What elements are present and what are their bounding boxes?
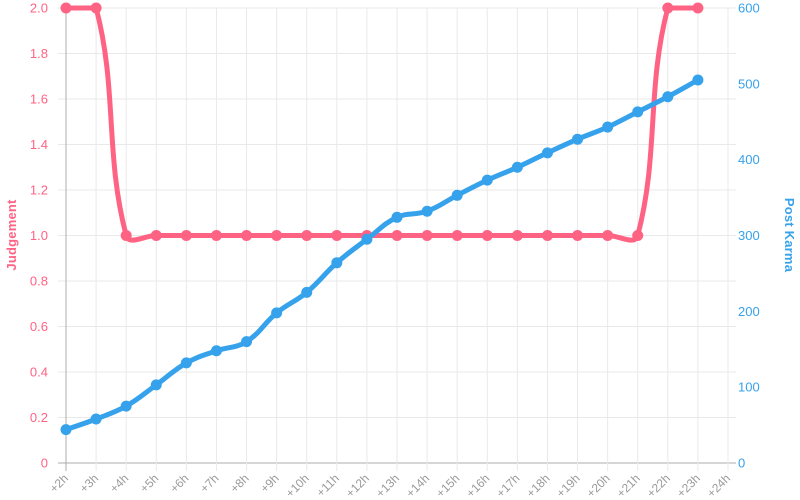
x-tick-label: +22h xyxy=(644,471,673,500)
post-karma-point[interactable] xyxy=(210,345,222,357)
post-karma-series xyxy=(60,74,704,436)
post-karma-point[interactable] xyxy=(602,121,614,133)
post-karma-point[interactable] xyxy=(361,233,373,245)
x-tick-label: +17h xyxy=(493,471,522,500)
post-karma-point[interactable] xyxy=(541,147,553,159)
x-tick-label: +11h xyxy=(314,471,342,499)
x-tick-label: +7h xyxy=(197,471,221,495)
post-karma-point[interactable] xyxy=(90,413,102,425)
post-karma-point[interactable] xyxy=(301,286,313,298)
left-tick-label: 1.0 xyxy=(30,228,48,243)
judgement-point[interactable] xyxy=(481,230,493,241)
x-tick-label: +3h xyxy=(77,471,101,495)
judgement-point[interactable] xyxy=(511,230,523,241)
right-tick-label: 500 xyxy=(738,76,760,91)
right-tick-label: 200 xyxy=(738,304,760,319)
x-tick-label: +19h xyxy=(554,471,583,500)
judgement-point[interactable] xyxy=(301,230,313,241)
x-tick-label: +13h xyxy=(373,471,402,500)
post-karma-point[interactable] xyxy=(241,336,253,348)
series-layer xyxy=(60,2,704,436)
x-tick-label: +12h xyxy=(343,471,372,500)
x-tick-label: +8h xyxy=(227,471,251,495)
judgement-point[interactable] xyxy=(331,230,343,241)
x-tick-label: +24h xyxy=(704,471,733,500)
x-tick-label: +20h xyxy=(584,471,613,500)
judgement-point[interactable] xyxy=(210,230,222,241)
judgement-series xyxy=(60,2,704,243)
judgement-point[interactable] xyxy=(60,2,72,14)
left-tick-label: 0 xyxy=(41,456,48,471)
x-tick-label: +21h xyxy=(614,471,643,500)
x-tick-label: +15h xyxy=(433,471,462,500)
x-tick-label: +18h xyxy=(524,471,553,500)
left-tick-label: 1.4 xyxy=(30,137,48,152)
judgement-point[interactable] xyxy=(180,230,192,241)
post-karma-point[interactable] xyxy=(481,174,493,186)
post-karma-point[interactable] xyxy=(511,161,523,173)
judgement-point[interactable] xyxy=(662,2,674,14)
post-karma-point[interactable] xyxy=(391,211,403,223)
x-tick-label: +2h xyxy=(47,471,71,495)
judgement-point[interactable] xyxy=(421,230,433,241)
x-tick-label: +10h xyxy=(283,471,312,500)
right-axis-title: Post Karma xyxy=(782,198,797,273)
post-karma-point[interactable] xyxy=(150,379,162,391)
post-karma-point[interactable] xyxy=(120,400,132,412)
right-tick-label: 400 xyxy=(738,152,760,167)
left-tick-label: 1.2 xyxy=(30,183,48,198)
judgement-point[interactable] xyxy=(572,230,584,241)
post-karma-point[interactable] xyxy=(662,91,674,103)
right-tick-label: 100 xyxy=(738,380,760,395)
axis-tick-labels: 2.01.81.61.41.21.00.80.60.40.20+2h +3h +4h… xyxy=(30,1,760,500)
post-karma-point[interactable] xyxy=(692,74,704,86)
right-tick-label: 300 xyxy=(738,228,760,243)
judgement-point[interactable] xyxy=(90,2,102,14)
post-karma-point[interactable] xyxy=(632,106,644,118)
post-karma-point[interactable] xyxy=(451,189,463,201)
judgement-point[interactable] xyxy=(150,230,162,241)
right-tick-label: 0 xyxy=(738,456,745,471)
post-karma-line xyxy=(63,77,701,433)
left-tick-label: 1.6 xyxy=(30,92,48,107)
judgement-point[interactable] xyxy=(451,230,463,241)
judgement-point[interactable] xyxy=(602,230,614,241)
x-tick-label: +9h xyxy=(257,471,281,495)
judgement-point[interactable] xyxy=(271,230,283,241)
left-tick-label: 2.0 xyxy=(30,1,48,16)
x-tick-label: +23h xyxy=(674,471,703,500)
x-tick-label: +4h xyxy=(107,471,131,495)
left-tick-label: 0.8 xyxy=(30,274,48,289)
post-karma-point[interactable] xyxy=(572,133,584,145)
post-karma-point[interactable] xyxy=(180,357,192,369)
left-tick-label: 0.6 xyxy=(30,319,48,334)
left-axis-title: Judgement xyxy=(4,199,19,271)
judgement-point[interactable] xyxy=(391,230,403,241)
x-tick-label: +14h xyxy=(403,471,432,500)
left-tick-label: 0.2 xyxy=(30,410,48,425)
post-karma-point[interactable] xyxy=(60,424,72,436)
x-tick-label: +6h xyxy=(167,471,191,495)
judgement-point[interactable] xyxy=(241,230,253,241)
judgement-point[interactable] xyxy=(632,230,644,241)
left-tick-label: 1.8 xyxy=(30,46,48,61)
x-tick-label: +16h xyxy=(463,471,492,500)
right-tick-label: 600 xyxy=(738,1,760,16)
post-karma-point[interactable] xyxy=(271,307,283,319)
post-karma-point[interactable] xyxy=(421,205,433,217)
x-tick-label: +5h xyxy=(137,471,161,495)
left-tick-label: 0.4 xyxy=(30,365,48,380)
judgement-point[interactable] xyxy=(692,2,704,14)
judgement-point[interactable] xyxy=(120,230,132,241)
judgement-point[interactable] xyxy=(541,230,553,241)
post-karma-point[interactable] xyxy=(331,257,343,269)
